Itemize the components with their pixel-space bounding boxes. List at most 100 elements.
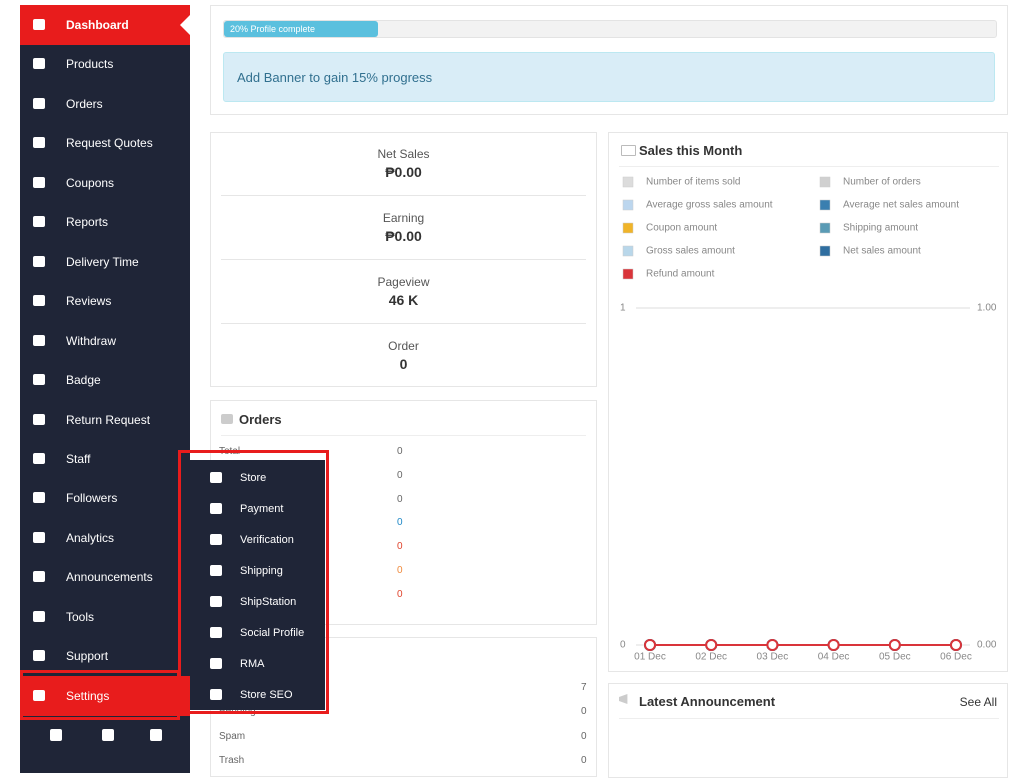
submenu-label: Social Profile (240, 627, 305, 639)
orders-title: Orders (239, 412, 282, 427)
stats-panel: Net Sales ₱0.00 Earning ₱0.00 Pageview 46 K Or… (210, 132, 597, 387)
menu-icon (33, 452, 45, 464)
legend-label: Number of items sold (646, 177, 740, 188)
active-arrow (180, 15, 190, 35)
submenu-item[interactable]: Store SEO (190, 682, 325, 708)
order-value: 0 (397, 469, 403, 481)
x-tick-label: 05 Dec (879, 652, 911, 663)
highlight-box (178, 450, 329, 714)
menu-item[interactable]: Orders (20, 84, 190, 124)
menu-item[interactable]: Tools (20, 597, 190, 637)
submenu-item[interactable]: Shipping (190, 558, 325, 584)
order-value: 0 (397, 541, 403, 553)
see-all-link[interactable]: See All (959, 695, 997, 709)
menu-item[interactable]: Products (20, 44, 190, 84)
x-tick-label: 04 Dec (818, 652, 850, 663)
review-value: 7 (581, 682, 587, 693)
menu-item[interactable]: Staff (20, 439, 190, 479)
submenu-label: Store (240, 472, 267, 484)
review-label: Trash (219, 754, 245, 766)
x-tick-label: 06 Dec (940, 652, 972, 663)
data-point (644, 639, 656, 651)
menu-label: Announcements (66, 570, 153, 585)
legend-swatch (622, 222, 634, 234)
progress-track: 20% Profile complete (223, 20, 997, 38)
menu-label: Products (66, 57, 114, 72)
menu-icon (33, 137, 45, 149)
submenu-icon (210, 534, 222, 545)
menu-item[interactable]: Announcements (20, 557, 190, 597)
menu-item[interactable]: Request Quotes (20, 123, 190, 163)
menu-icon (33, 19, 45, 30)
announcement-panel: Latest Announcement See All (608, 683, 1008, 778)
review-label: Spam (219, 730, 246, 742)
legend-label: Gross sales amount (646, 246, 735, 257)
menu-item[interactable]: Support (20, 636, 190, 676)
submenu-item[interactable]: ShipStation (190, 589, 325, 615)
banner-alert[interactable]: Add Banner to gain 15% progress (223, 52, 995, 102)
menu-item[interactable]: Analytics (20, 518, 190, 558)
data-point (766, 639, 779, 651)
submenu-item[interactable]: RMA (190, 651, 325, 677)
menu-item[interactable]: Withdraw (20, 321, 190, 361)
submenu-label: Payment (240, 503, 284, 515)
menu-label: Settings (66, 688, 110, 703)
megaphone-icon (619, 694, 628, 704)
review-value: 0 (581, 754, 587, 766)
menu-label: Analytics (66, 530, 115, 545)
menu-item[interactable]: Delivery Time (20, 242, 190, 282)
submenu-icon (210, 658, 222, 669)
menu-label: Withdraw (66, 333, 117, 348)
menu-item[interactable]: Reviews (20, 281, 190, 321)
stat-label: Pageview (377, 275, 430, 289)
menu-item[interactable]: Return Request (20, 400, 190, 440)
menu-label: Dashboard (66, 18, 129, 32)
submenu-item[interactable]: Store (190, 465, 325, 491)
menu-label: Tools (66, 609, 95, 624)
menu-icon (33, 689, 45, 701)
data-point (950, 639, 962, 651)
footer-icon[interactable] (150, 729, 162, 741)
submenu-item[interactable]: Payment (190, 496, 325, 522)
progress-panel: 20% Profile complete Add Banner to gain … (210, 5, 1008, 115)
menu-label: Support (66, 649, 109, 664)
menu-label: Reviews (66, 294, 112, 309)
menu-icon (33, 295, 45, 307)
submenu-item[interactable]: Social Profile (190, 620, 325, 646)
menu-label: Return Request (66, 412, 151, 427)
menu-label: Badge (66, 373, 101, 388)
submenu-label: Store SEO (240, 689, 293, 701)
menu-icon (33, 216, 45, 228)
menu-label: Followers (66, 491, 118, 506)
menu-icon (33, 571, 45, 583)
stat-value: 0 (399, 356, 408, 372)
legend-swatch (622, 268, 634, 280)
legend-label: Net sales amount (843, 246, 921, 257)
menu-item[interactable]: Dashboard (20, 5, 190, 45)
y2-tick-label: 1.00 (977, 303, 997, 314)
data-point (888, 639, 901, 651)
menu-label: Delivery Time (66, 254, 139, 269)
sales-panel: Sales this Month (608, 132, 1008, 672)
menu-label: Request Quotes (66, 136, 153, 151)
submenu-icon (210, 596, 222, 607)
footer-icon[interactable] (50, 729, 62, 741)
stat-label: Net Sales (377, 147, 430, 161)
legend-swatch (819, 176, 831, 188)
submenu-icon (210, 472, 222, 483)
footer-icon[interactable] (102, 729, 114, 741)
menu-item[interactable]: Reports (20, 202, 190, 242)
cart-icon (221, 414, 233, 424)
progress-bar: 20% Profile complete (224, 21, 379, 37)
menu-item[interactable]: Settings (20, 675, 190, 716)
x-tick-label: 01 Dec (634, 652, 666, 663)
submenu-icon (210, 689, 222, 700)
menu-item[interactable]: Badge (20, 360, 190, 400)
menu-item[interactable]: Coupons (20, 163, 190, 203)
legend-label: Average net sales amount (843, 200, 959, 211)
submenu-item[interactable]: Verification (190, 527, 325, 553)
menu-item[interactable]: Followers (20, 478, 190, 518)
card-icon (621, 145, 636, 156)
